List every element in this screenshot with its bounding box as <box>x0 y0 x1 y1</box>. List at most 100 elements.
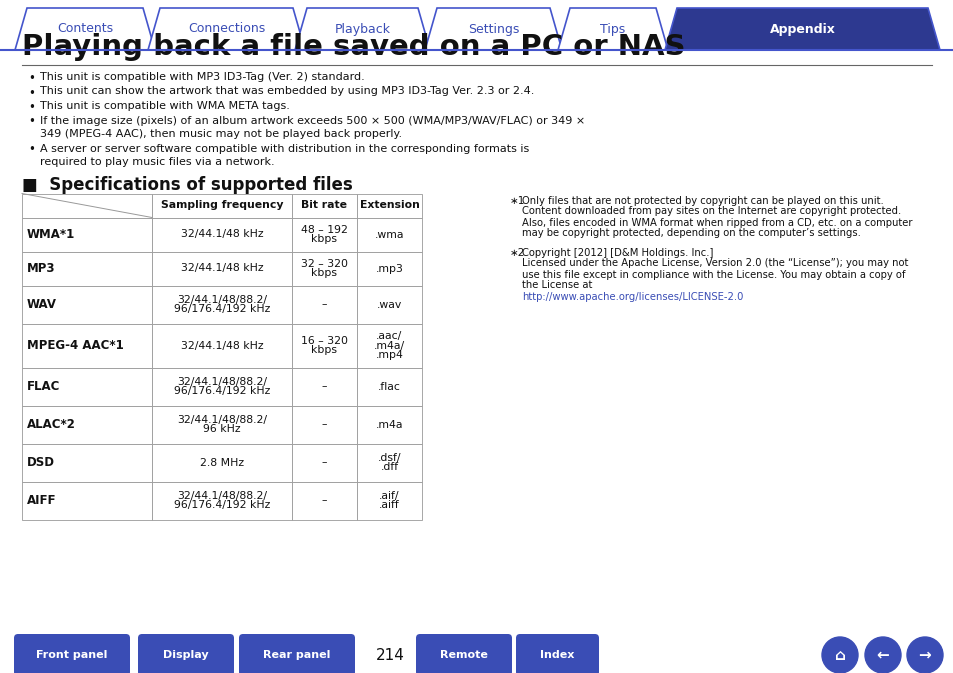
Bar <box>292 252 356 285</box>
Bar <box>152 444 292 481</box>
Bar <box>356 481 421 520</box>
Circle shape <box>821 637 857 673</box>
Text: 214: 214 <box>375 647 404 662</box>
Polygon shape <box>148 8 305 50</box>
Text: Remote: Remote <box>439 650 487 660</box>
Text: ∗2: ∗2 <box>510 248 525 258</box>
Bar <box>292 324 356 367</box>
Text: 349 (MPEG-4 AAC), then music may not be played back properly.: 349 (MPEG-4 AAC), then music may not be … <box>40 129 402 139</box>
Text: Licensed under the Apache License, Version 2.0 (the “License”); you may not: Licensed under the Apache License, Versi… <box>521 258 907 269</box>
Text: ←: ← <box>876 647 888 662</box>
Text: This unit can show the artwork that was embedded by using MP3 ID3-Tag Ver. 2.3 o: This unit can show the artwork that was … <box>40 87 534 96</box>
Text: Rear panel: Rear panel <box>263 650 331 660</box>
Text: •: • <box>28 116 35 129</box>
Text: WMA*1: WMA*1 <box>27 228 75 241</box>
Bar <box>152 217 292 252</box>
Text: Only files that are not protected by copyright can be played on this unit.: Only files that are not protected by cop… <box>521 195 882 205</box>
Text: •: • <box>28 87 35 100</box>
Bar <box>292 194 356 217</box>
Text: –: – <box>321 419 327 429</box>
Text: •: • <box>28 143 35 157</box>
Polygon shape <box>294 8 430 50</box>
Text: 96/176.4/192 kHz: 96/176.4/192 kHz <box>173 500 270 510</box>
Text: .mp4: .mp4 <box>375 349 403 359</box>
Text: 32/44.1/48/88.2/: 32/44.1/48/88.2/ <box>177 295 267 305</box>
Bar <box>152 481 292 520</box>
Text: 48 – 192: 48 – 192 <box>301 225 348 235</box>
Text: use this file except in compliance with the License. You may obtain a copy of: use this file except in compliance with … <box>521 269 904 279</box>
Bar <box>292 367 356 406</box>
Text: may be copyright protected, depending on the computer’s settings.: may be copyright protected, depending on… <box>521 229 860 238</box>
Bar <box>292 444 356 481</box>
Bar <box>356 285 421 324</box>
Text: Content downloaded from pay sites on the Internet are copyright protected.: Content downloaded from pay sites on the… <box>521 207 901 217</box>
Text: Playback: Playback <box>335 22 390 36</box>
Text: 96/176.4/192 kHz: 96/176.4/192 kHz <box>173 304 270 314</box>
Polygon shape <box>558 8 667 50</box>
Text: AIFF: AIFF <box>27 494 56 507</box>
Bar <box>152 252 292 285</box>
Text: FLAC: FLAC <box>27 380 60 393</box>
Bar <box>22 252 152 285</box>
Polygon shape <box>664 8 939 50</box>
Text: 96 kHz: 96 kHz <box>203 424 240 434</box>
Bar <box>22 444 152 481</box>
Bar <box>292 285 356 324</box>
Text: ⌂: ⌂ <box>834 647 844 662</box>
Bar <box>356 444 421 481</box>
Bar <box>292 406 356 444</box>
Text: Display: Display <box>163 650 209 660</box>
Text: .m4a/: .m4a/ <box>374 341 405 351</box>
Circle shape <box>864 637 900 673</box>
Text: –: – <box>321 299 327 310</box>
Text: Front panel: Front panel <box>36 650 108 660</box>
Bar <box>22 194 152 217</box>
Circle shape <box>906 637 942 673</box>
Text: MPEG-4 AAC*1: MPEG-4 AAC*1 <box>27 339 124 352</box>
Bar <box>356 324 421 367</box>
Bar <box>22 367 152 406</box>
Text: .dsf/: .dsf/ <box>377 453 401 463</box>
Text: ALAC*2: ALAC*2 <box>27 418 76 431</box>
Text: 32/44.1/48 kHz: 32/44.1/48 kHz <box>180 341 263 351</box>
Text: kbps: kbps <box>312 234 337 244</box>
Bar <box>356 406 421 444</box>
Text: Contents: Contents <box>57 22 113 36</box>
Bar <box>22 217 152 252</box>
Text: the License at: the License at <box>521 281 592 291</box>
Text: If the image size (pixels) of an album artwork exceeds 500 × 500 (WMA/MP3/WAV/FL: If the image size (pixels) of an album a… <box>40 116 584 125</box>
Bar <box>152 406 292 444</box>
Bar <box>22 285 152 324</box>
Bar <box>356 367 421 406</box>
FancyBboxPatch shape <box>416 634 512 673</box>
Bar <box>356 194 421 217</box>
Text: –: – <box>321 495 327 505</box>
Text: required to play music files via a network.: required to play music files via a netwo… <box>40 157 274 167</box>
Text: .dff: .dff <box>380 462 398 472</box>
Text: A server or server software compatible with distribution in the corresponding fo: A server or server software compatible w… <box>40 143 529 153</box>
Bar <box>356 217 421 252</box>
Bar <box>22 406 152 444</box>
FancyBboxPatch shape <box>239 634 355 673</box>
Text: Tips: Tips <box>599 22 625 36</box>
Text: This unit is compatible with MP3 ID3-Tag (Ver. 2) standard.: This unit is compatible with MP3 ID3-Tag… <box>40 72 364 82</box>
Text: MP3: MP3 <box>27 262 55 275</box>
Text: Copyright [2012] [D&M Holdings. Inc.]: Copyright [2012] [D&M Holdings. Inc.] <box>521 248 713 258</box>
Bar <box>22 324 152 367</box>
Text: .flac: .flac <box>377 382 400 392</box>
Text: –: – <box>321 458 327 468</box>
Bar <box>152 324 292 367</box>
Text: Connections: Connections <box>188 22 265 36</box>
FancyBboxPatch shape <box>14 634 130 673</box>
Text: 32 – 320: 32 – 320 <box>301 259 348 269</box>
Polygon shape <box>424 8 561 50</box>
Text: 32/44.1/48 kHz: 32/44.1/48 kHz <box>180 264 263 273</box>
Text: This unit is compatible with WMA META tags.: This unit is compatible with WMA META ta… <box>40 101 290 111</box>
Text: WAV: WAV <box>27 298 57 311</box>
Text: •: • <box>28 72 35 85</box>
Text: →: → <box>918 647 930 662</box>
Text: Index: Index <box>539 650 574 660</box>
FancyBboxPatch shape <box>516 634 598 673</box>
Text: .wav: .wav <box>376 299 402 310</box>
Text: .aiff: .aiff <box>378 500 399 510</box>
